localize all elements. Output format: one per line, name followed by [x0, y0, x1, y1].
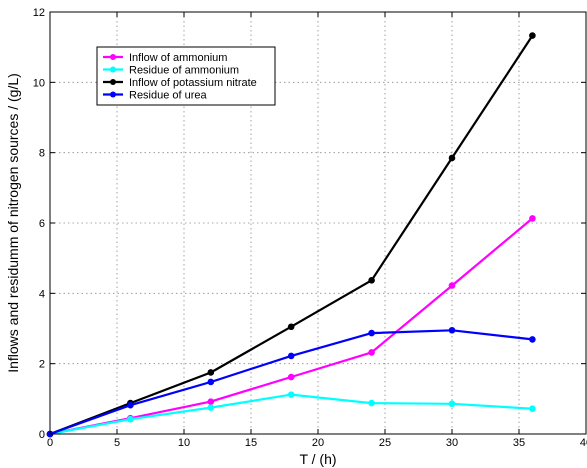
- series-4: [46, 326, 536, 438]
- legend-label: Inflow of ammonium: [129, 52, 227, 64]
- data-point: [529, 215, 536, 222]
- series-layer: [46, 32, 536, 438]
- legend-label: Inflow of potassium nitrate: [129, 77, 257, 89]
- legend-label: Residue of urea: [129, 90, 208, 102]
- y-tick-label: 0: [39, 429, 45, 441]
- data-point: [127, 401, 134, 409]
- y-tick-label: 2: [39, 359, 45, 371]
- x-tick-label: 25: [379, 437, 391, 449]
- y-tick-label: 10: [33, 77, 45, 89]
- data-point: [287, 373, 295, 381]
- legend-label: Residue of ammonium: [129, 65, 239, 77]
- data-point: [368, 399, 375, 407]
- y-axis-title: Inflows and residumm of nitrogen sources…: [5, 73, 21, 373]
- data-point: [127, 415, 134, 423]
- data-point: [448, 400, 456, 408]
- legend-box: [96, 46, 276, 106]
- legend-marker: [110, 79, 116, 85]
- data-point: [529, 405, 536, 412]
- x-tick-label: 10: [178, 437, 190, 449]
- legend-marker: [110, 54, 116, 60]
- y-tick-label: 4: [39, 288, 45, 300]
- x-tick-label: 5: [114, 437, 120, 449]
- data-point: [368, 329, 375, 337]
- grid: [50, 12, 586, 434]
- tick-labels: 0 5 10 15 20 25 30 35 40 0 2 4 6 8 10 12: [33, 7, 587, 449]
- data-point: [529, 336, 536, 343]
- y-tick-label: 8: [39, 148, 45, 160]
- y-tick-label: 12: [33, 7, 45, 19]
- x-tick-label: 40: [580, 437, 587, 449]
- data-point: [207, 369, 215, 376]
- data-point: [448, 282, 456, 289]
- data-point: [207, 404, 215, 411]
- data-point: [287, 391, 295, 398]
- data-point: [207, 398, 215, 405]
- legend-marker: [110, 66, 116, 73]
- legend-marker: [110, 91, 116, 98]
- x-tick-label: 0: [47, 437, 53, 449]
- ticks: [49, 11, 587, 435]
- x-tick-label: 15: [245, 437, 257, 449]
- data-point: [448, 154, 456, 162]
- data-point: [448, 326, 456, 334]
- data-point: [207, 378, 215, 386]
- x-tick-label: 20: [312, 437, 324, 449]
- data-point: [368, 349, 375, 356]
- y-tick-label: 6: [39, 218, 45, 230]
- x-tick-label: 30: [446, 437, 458, 449]
- data-point: [368, 277, 375, 284]
- x-tick-label: 35: [513, 437, 525, 449]
- x-axis-title: T / (h): [299, 451, 336, 467]
- data-point: [287, 352, 295, 360]
- data-point: [287, 323, 295, 331]
- data-point: [529, 32, 536, 39]
